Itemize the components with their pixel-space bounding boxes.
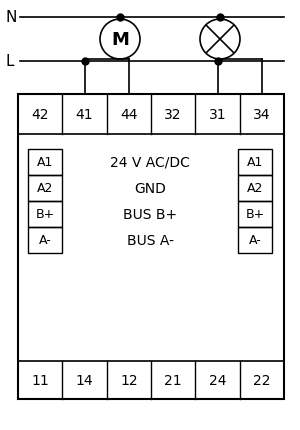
Text: 24 V AC/DC: 24 V AC/DC <box>110 156 190 169</box>
Text: 44: 44 <box>120 108 138 122</box>
Text: 31: 31 <box>209 108 226 122</box>
Text: L: L <box>5 54 14 69</box>
Bar <box>28 150 62 175</box>
Text: 24: 24 <box>209 373 226 387</box>
Text: A1: A1 <box>247 156 263 169</box>
Text: 12: 12 <box>120 373 138 387</box>
Text: M: M <box>111 31 129 49</box>
Text: 41: 41 <box>76 108 93 122</box>
Text: BUS B+: BUS B+ <box>123 208 177 221</box>
Text: A-: A- <box>39 234 51 247</box>
Bar <box>238 175 272 202</box>
Text: A2: A2 <box>37 182 53 195</box>
Text: B+: B+ <box>35 208 55 221</box>
Text: BUS A-: BUS A- <box>127 233 173 247</box>
Text: A-: A- <box>249 234 261 247</box>
Bar <box>238 150 272 175</box>
Text: A2: A2 <box>247 182 263 195</box>
Text: 34: 34 <box>253 108 271 122</box>
Text: N: N <box>5 10 16 25</box>
Text: B+: B+ <box>245 208 265 221</box>
Text: 32: 32 <box>164 108 182 122</box>
Text: 21: 21 <box>164 373 182 387</box>
Text: A1: A1 <box>37 156 53 169</box>
Text: 42: 42 <box>32 108 49 122</box>
Bar <box>28 175 62 202</box>
Bar <box>238 202 272 227</box>
Text: GND: GND <box>134 181 166 196</box>
Text: 11: 11 <box>31 373 49 387</box>
Bar <box>28 202 62 227</box>
Bar <box>28 227 62 253</box>
Text: 22: 22 <box>253 373 271 387</box>
Bar <box>238 227 272 253</box>
Text: 14: 14 <box>76 373 93 387</box>
Bar <box>18 95 284 399</box>
